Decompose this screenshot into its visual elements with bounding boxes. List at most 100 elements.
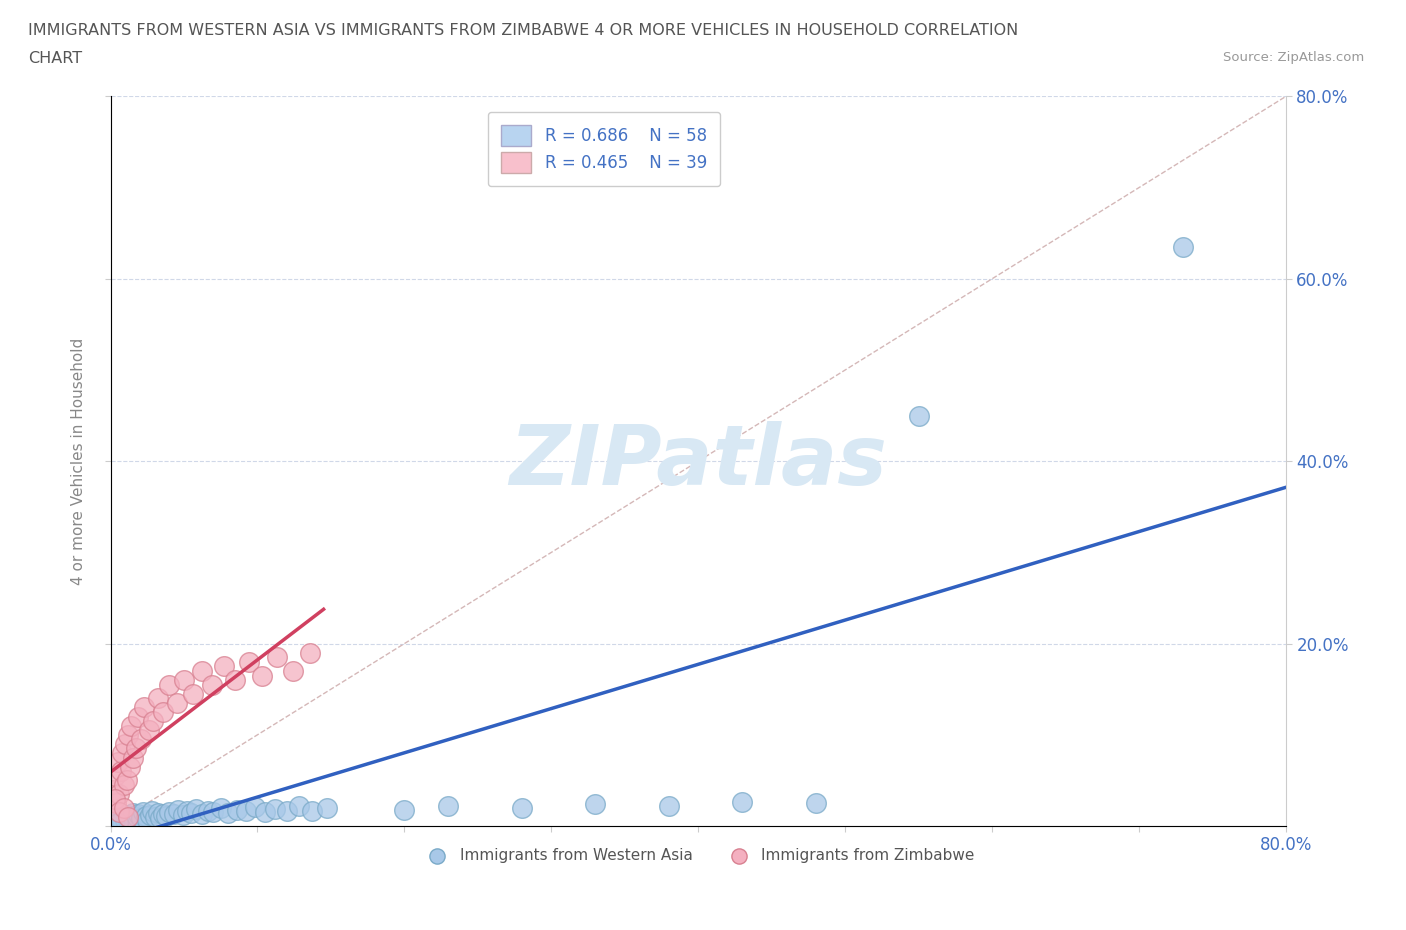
Point: [120, 811, 142, 826]
Point: [142, 713, 165, 728]
Point: [173, 672, 195, 687]
Point: [105, 811, 128, 826]
Point: [804, 796, 827, 811]
Point: [437, 799, 460, 814]
Point: [152, 806, 174, 821]
Point: [163, 806, 186, 821]
Legend: Immigrants from Western Asia, Immigrants from Zimbabwe: Immigrants from Western Asia, Immigrants…: [416, 843, 981, 870]
Point: [112, 777, 135, 792]
Point: [117, 809, 139, 824]
Point: [731, 795, 754, 810]
Point: [276, 804, 298, 818]
Point: [209, 801, 232, 816]
Point: [110, 764, 132, 778]
Point: [907, 408, 929, 423]
Point: [122, 813, 145, 828]
Point: [166, 696, 188, 711]
Point: [118, 759, 141, 774]
Point: [202, 804, 225, 819]
Text: ZIPatlas: ZIPatlas: [509, 420, 887, 501]
Point: [315, 801, 337, 816]
Point: [112, 801, 135, 816]
Point: [181, 686, 204, 701]
Point: [131, 810, 153, 825]
Point: [190, 663, 212, 678]
Point: [1171, 239, 1194, 254]
Point: [107, 816, 129, 830]
Point: [125, 809, 148, 824]
Point: [217, 805, 239, 820]
Point: [172, 807, 194, 822]
Point: [299, 645, 322, 660]
Point: [121, 805, 143, 820]
Point: [131, 732, 153, 747]
Point: [149, 810, 172, 825]
Point: [108, 809, 131, 824]
Point: [135, 808, 157, 823]
Point: [132, 804, 155, 819]
Point: [157, 804, 180, 819]
Point: [111, 815, 134, 830]
Point: [176, 804, 198, 818]
Point: [112, 810, 135, 825]
Point: [117, 814, 139, 829]
Text: Source: ZipAtlas.com: Source: ZipAtlas.com: [1223, 51, 1364, 64]
Point: [287, 799, 309, 814]
Point: [225, 803, 247, 817]
Point: [146, 805, 169, 820]
Point: [110, 813, 132, 828]
Point: [243, 800, 266, 815]
Point: [103, 782, 125, 797]
Text: IMMIGRANTS FROM WESTERN ASIA VS IMMIGRANTS FROM ZIMBABWE 4 OR MORE VEHICLES IN H: IMMIGRANTS FROM WESTERN ASIA VS IMMIGRAN…: [28, 23, 1018, 38]
Point: [107, 755, 129, 770]
Point: [301, 804, 323, 818]
Text: CHART: CHART: [28, 51, 82, 66]
Point: [117, 727, 139, 742]
Point: [224, 672, 246, 687]
Point: [253, 804, 276, 819]
Point: [108, 804, 131, 819]
Point: [264, 802, 287, 817]
Point: [266, 650, 288, 665]
Point: [118, 808, 141, 823]
Point: [141, 804, 163, 818]
Point: [121, 751, 143, 765]
Point: [114, 737, 136, 751]
Point: [510, 801, 533, 816]
Point: [201, 677, 224, 692]
Point: [127, 710, 149, 724]
Point: [180, 805, 202, 820]
Point: [111, 746, 134, 761]
Point: [250, 668, 273, 683]
Point: [115, 807, 138, 822]
Point: [212, 659, 235, 674]
Point: [107, 816, 129, 830]
Point: [146, 691, 169, 706]
Point: [190, 806, 212, 821]
Point: [134, 700, 156, 715]
Point: [238, 655, 260, 670]
Point: [120, 718, 142, 733]
Point: [124, 741, 146, 756]
Point: [104, 791, 127, 806]
Point: [114, 812, 136, 827]
Point: [143, 809, 166, 824]
Point: [108, 787, 131, 802]
Point: [105, 796, 128, 811]
Point: [127, 806, 149, 821]
Point: [394, 803, 416, 817]
Point: [139, 807, 162, 822]
Point: [235, 804, 257, 818]
Point: [658, 799, 681, 814]
Point: [197, 804, 219, 818]
Point: [281, 663, 304, 678]
Point: [138, 723, 160, 737]
Y-axis label: 4 or more Vehicles in Household: 4 or more Vehicles in Household: [72, 338, 86, 585]
Point: [104, 768, 127, 783]
Point: [115, 773, 138, 788]
Point: [157, 677, 180, 692]
Point: [155, 808, 177, 823]
Point: [104, 814, 127, 829]
Point: [152, 705, 174, 720]
Point: [583, 797, 606, 812]
